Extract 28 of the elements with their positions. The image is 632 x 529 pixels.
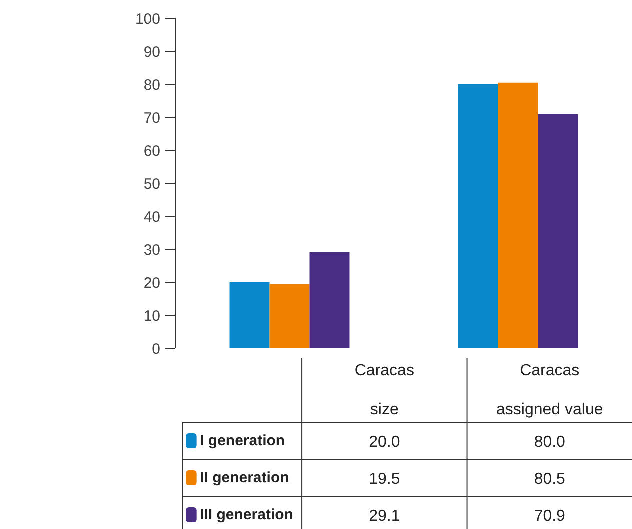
data-label: 80.5 xyxy=(534,471,566,488)
y-tick-label: 80 xyxy=(144,77,161,94)
bar xyxy=(310,252,350,348)
y-tick-label: 60 xyxy=(144,143,161,160)
y-tick-label: 90 xyxy=(144,44,161,61)
y-tick-label: 20 xyxy=(144,275,161,292)
bar xyxy=(230,282,270,348)
legend-label: III generation xyxy=(200,506,294,524)
bar xyxy=(270,284,310,348)
legend-label: I generation xyxy=(200,432,286,450)
y-tick-label: 100 xyxy=(135,11,161,28)
data-label: 80.0 xyxy=(534,434,566,451)
data-label: 29.1 xyxy=(369,508,400,525)
y-tick-label: 40 xyxy=(144,209,161,226)
y-tick-label: 30 xyxy=(144,242,161,259)
bar xyxy=(498,82,538,348)
category-label: Caracas size xyxy=(354,362,414,419)
y-tick-label: 70 xyxy=(144,110,161,127)
data-label: 19.5 xyxy=(369,471,400,488)
data-label: 20.0 xyxy=(369,434,400,451)
bar xyxy=(538,114,578,348)
y-tick-label: 0 xyxy=(152,341,160,358)
bar xyxy=(458,84,498,348)
data-label: 70.9 xyxy=(534,508,566,525)
y-tick-label: 50 xyxy=(144,176,161,193)
y-tick-label: 10 xyxy=(144,308,161,325)
legend-label: II generation xyxy=(200,470,290,486)
category-label: Caracas assigned value xyxy=(496,362,604,419)
